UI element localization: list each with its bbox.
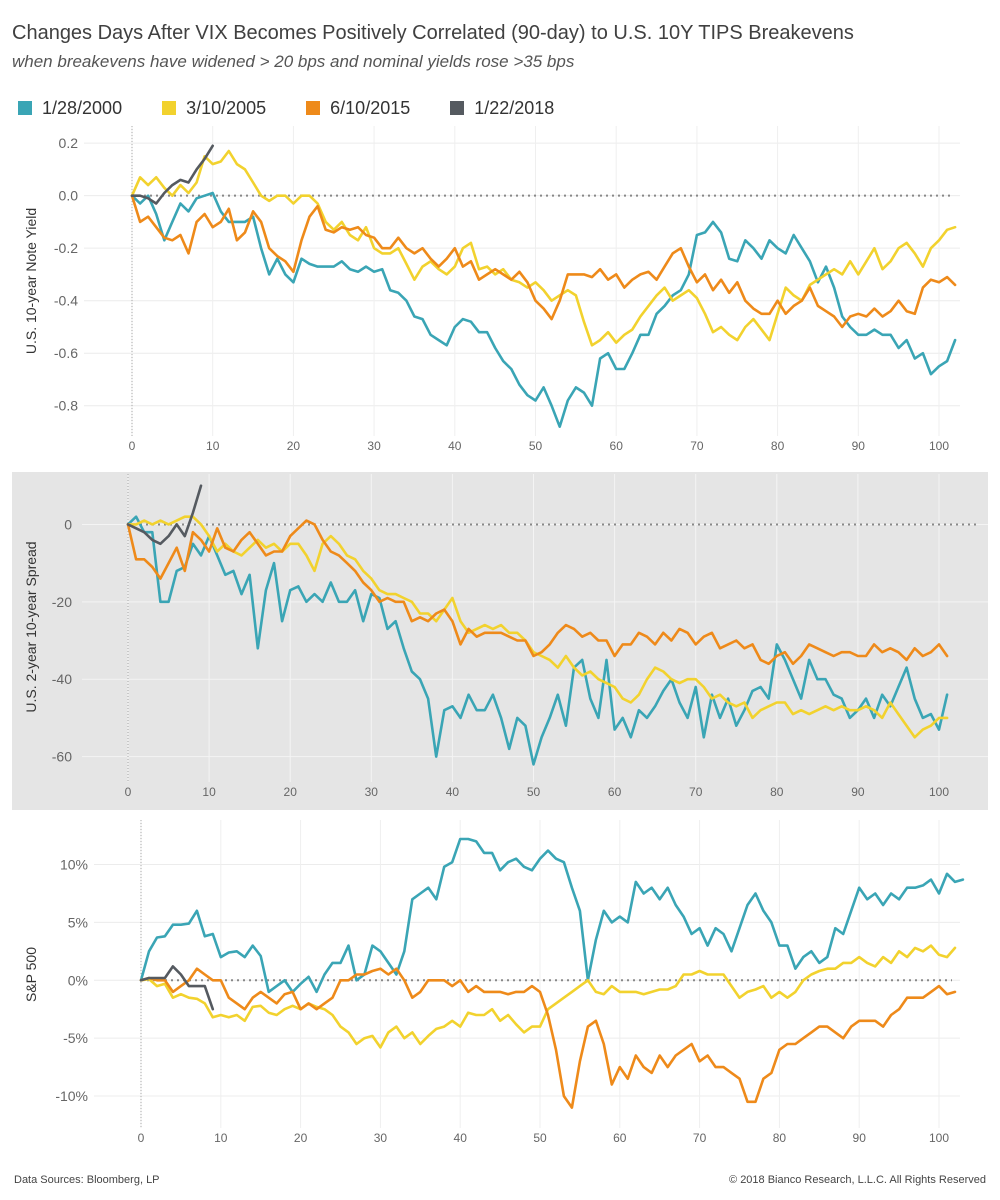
y-tick-label: -0.4 (54, 293, 78, 309)
x-tick-label: 10 (214, 1131, 228, 1145)
data-sources: Data Sources: Bloomberg, LP (14, 1174, 160, 1186)
copyright: © 2018 Bianco Research, L.L.C. All Right… (729, 1174, 986, 1186)
x-tick-label: 0 (138, 1131, 145, 1145)
x-tick-label: 60 (613, 1131, 627, 1145)
y-tick-label: -5% (63, 1030, 88, 1046)
x-tick-label: 30 (365, 785, 379, 799)
charts-area: 0.2 0.0 -0.2 -0.4 -0.6 -0.8 0 10 20 30 40 50 60 70 80 9… (12, 124, 988, 1148)
series-line-3 (130, 194, 957, 329)
x-tick-label: 50 (533, 1131, 547, 1145)
legend-swatch-2000 (18, 101, 32, 115)
x-tick-label: 30 (367, 439, 381, 453)
x-tick-label: 80 (773, 1131, 787, 1145)
legend-swatch-2005 (162, 101, 177, 115)
y-tick-label: -0.2 (54, 240, 78, 256)
legend-item-2018[interactable]: 1/22/2018 (450, 96, 554, 120)
series-line-4 (126, 484, 203, 546)
series-line-3 (139, 967, 957, 1109)
series-line-4 (139, 965, 215, 1011)
x-tick-label: 20 (287, 439, 301, 453)
y-tick-label: -0.6 (54, 345, 78, 361)
x-tick-label: 20 (294, 1131, 308, 1145)
x-tick-label: 100 (929, 1131, 949, 1145)
y-tick-label: -0.8 (54, 398, 78, 414)
panel-2: 0 -20 -40 -60 0 10 20 30 40 50 60 70 80 90 100 U.S. 2-y… (12, 472, 988, 810)
series-line-1 (130, 191, 957, 429)
x-tick-label: 20 (284, 785, 298, 799)
series-line-1 (126, 515, 949, 766)
y-tick-label: -10% (55, 1088, 88, 1104)
legend-label-2018: 1/22/2018 (474, 97, 555, 118)
x-tick-label: 90 (852, 439, 866, 453)
x-tick-label: 80 (771, 439, 785, 453)
y-tick-label: 0% (68, 972, 88, 988)
x-tick-label: 40 (446, 785, 460, 799)
x-tick-label: 70 (690, 439, 704, 453)
x-tick-label: 100 (929, 785, 949, 799)
y-axis-title: S&P 500 (23, 947, 39, 1002)
legend-item-2015[interactable]: 6/10/2015 (306, 96, 410, 120)
x-tick-label: 50 (529, 439, 543, 453)
x-tick-label: 40 (454, 1131, 468, 1145)
y-tick-label: -60 (52, 749, 72, 765)
y-tick-label: -20 (52, 594, 72, 610)
x-tick-label: 30 (374, 1131, 388, 1145)
x-tick-label: 70 (693, 1131, 707, 1145)
chart-title: Changes Days After VIX Becomes Positivel… (12, 22, 854, 44)
x-tick-label: 60 (610, 439, 624, 453)
y-tick-label: 0.0 (59, 188, 79, 204)
x-tick-label: 100 (929, 439, 949, 453)
x-tick-label: 90 (853, 1131, 867, 1145)
x-tick-label: 40 (448, 439, 462, 453)
x-tick-label: 10 (202, 785, 216, 799)
panel-background (94, 818, 960, 1148)
series-line-4 (130, 144, 214, 205)
x-tick-label: 90 (851, 785, 865, 799)
y-axis-title: U.S. 2-year 10-year Spread (23, 541, 39, 712)
series-line-3 (126, 519, 949, 666)
legend-swatch-2015 (306, 101, 321, 115)
legend: 1/28/2000 3/10/2005 6/10/2015 1/22/2018 (18, 96, 554, 120)
y-axis-title: U.S. 10-year Note Yield (23, 208, 39, 354)
y-tick-label: -40 (52, 671, 72, 687)
y-tick-label: 10% (60, 857, 88, 873)
series-line-1 (139, 837, 965, 994)
legend-label-2015: 6/10/2015 (330, 97, 411, 118)
legend-label-2000: 1/28/2000 (42, 97, 123, 118)
panel-background (84, 124, 960, 464)
series-line-2 (139, 944, 957, 1049)
legend-item-2005[interactable]: 3/10/2005 (162, 96, 266, 120)
legend-swatch-2018 (450, 101, 465, 115)
x-tick-label: 50 (527, 785, 541, 799)
x-tick-label: 0 (125, 785, 132, 799)
x-tick-label: 70 (689, 785, 703, 799)
chart-subtitle: when breakevens have widened > 20 bps an… (12, 52, 575, 71)
y-tick-label: 0 (64, 516, 72, 532)
legend-item-2000[interactable]: 1/28/2000 (18, 96, 122, 120)
series-line-2 (130, 149, 957, 347)
x-tick-label: 0 (129, 439, 136, 453)
x-tick-label: 60 (608, 785, 622, 799)
panel-1: 0.2 0.0 -0.2 -0.4 -0.6 -0.8 0 10 20 30 40 50 60 70 80 9… (23, 124, 960, 464)
legend-label-2005: 3/10/2005 (186, 97, 267, 118)
x-tick-label: 10 (206, 439, 220, 453)
y-tick-label: 5% (68, 914, 88, 930)
x-tick-label: 80 (770, 785, 784, 799)
panel-3: 10% 5% 0% -5% -10% 0 10 20 30 40 50 60 70 80 90 100 S&P … (23, 818, 965, 1148)
y-tick-label: 0.2 (59, 135, 79, 151)
